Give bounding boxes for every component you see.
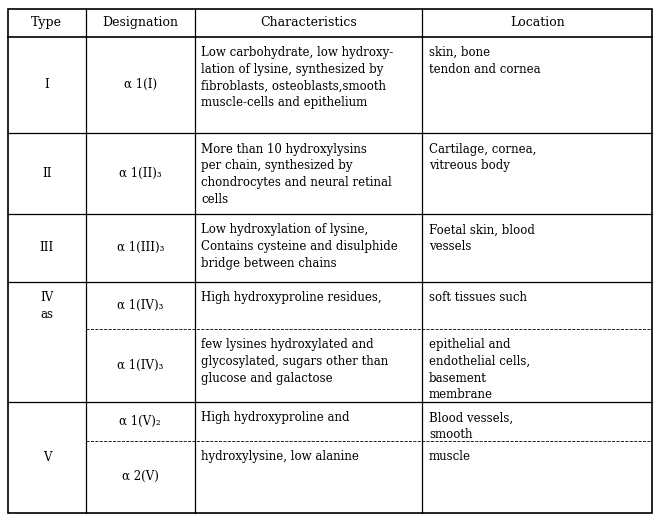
Text: glucose and galactose: glucose and galactose xyxy=(201,372,333,385)
Text: Contains cysteine and disulphide: Contains cysteine and disulphide xyxy=(201,240,398,253)
Text: Cartilage, cornea,: Cartilage, cornea, xyxy=(429,143,537,156)
Text: hydroxylysine, low alanine: hydroxylysine, low alanine xyxy=(201,450,359,464)
Text: High hydroxyproline residues,: High hydroxyproline residues, xyxy=(201,291,382,304)
Text: fibroblasts, osteoblasts,smooth: fibroblasts, osteoblasts,smooth xyxy=(201,79,386,92)
Text: chondrocytes and neural retinal: chondrocytes and neural retinal xyxy=(201,176,392,189)
Text: cells: cells xyxy=(201,193,228,206)
Text: vitreous body: vitreous body xyxy=(429,159,510,172)
Text: α 1(V)₂: α 1(V)₂ xyxy=(119,415,161,428)
Text: muscle: muscle xyxy=(429,450,471,464)
Text: Foetal skin, blood: Foetal skin, blood xyxy=(429,223,535,236)
Text: Low hydroxylation of lysine,: Low hydroxylation of lysine, xyxy=(201,223,368,236)
Text: basement: basement xyxy=(429,372,487,385)
Text: High hydroxyproline and: High hydroxyproline and xyxy=(201,411,350,424)
Text: V: V xyxy=(43,451,51,464)
Text: α 1(I): α 1(I) xyxy=(123,78,157,91)
Text: as: as xyxy=(40,308,53,321)
Text: membrane: membrane xyxy=(429,388,493,401)
Text: smooth: smooth xyxy=(429,428,473,441)
Text: Designation: Designation xyxy=(102,17,178,29)
Text: muscle-cells and epithelium: muscle-cells and epithelium xyxy=(201,96,368,109)
Text: α 1(III)₃: α 1(III)₃ xyxy=(117,242,164,254)
Text: Location: Location xyxy=(510,17,564,29)
Text: skin, bone: skin, bone xyxy=(429,46,490,59)
Text: α 1(IV)₃: α 1(IV)₃ xyxy=(117,299,164,312)
Text: glycosylated, sugars other than: glycosylated, sugars other than xyxy=(201,355,389,368)
Text: Type: Type xyxy=(32,17,62,29)
Text: Characteristics: Characteristics xyxy=(260,17,357,29)
Text: bridge between chains: bridge between chains xyxy=(201,257,337,270)
Text: IV: IV xyxy=(40,291,53,304)
Text: α 1(IV)₃: α 1(IV)₃ xyxy=(117,359,164,372)
Text: Blood vessels,: Blood vessels, xyxy=(429,411,513,424)
Text: α 1(II)₃: α 1(II)₃ xyxy=(119,167,162,180)
Text: III: III xyxy=(40,242,54,254)
Text: Low carbohydrate, low hydroxy-: Low carbohydrate, low hydroxy- xyxy=(201,46,393,59)
Text: endothelial cells,: endothelial cells, xyxy=(429,355,530,368)
Text: lation of lysine, synthesized by: lation of lysine, synthesized by xyxy=(201,63,383,76)
Text: More than 10 hydroxylysins: More than 10 hydroxylysins xyxy=(201,143,367,156)
Text: tendon and cornea: tendon and cornea xyxy=(429,63,541,76)
Text: II: II xyxy=(42,167,51,180)
Text: few lysines hydroxylated and: few lysines hydroxylated and xyxy=(201,338,374,351)
Text: soft tissues such: soft tissues such xyxy=(429,291,527,304)
Text: epithelial and: epithelial and xyxy=(429,338,510,351)
Text: I: I xyxy=(44,78,50,91)
Text: vessels: vessels xyxy=(429,240,471,253)
Text: α 2(V): α 2(V) xyxy=(122,470,158,483)
Text: per chain, synthesized by: per chain, synthesized by xyxy=(201,159,353,172)
